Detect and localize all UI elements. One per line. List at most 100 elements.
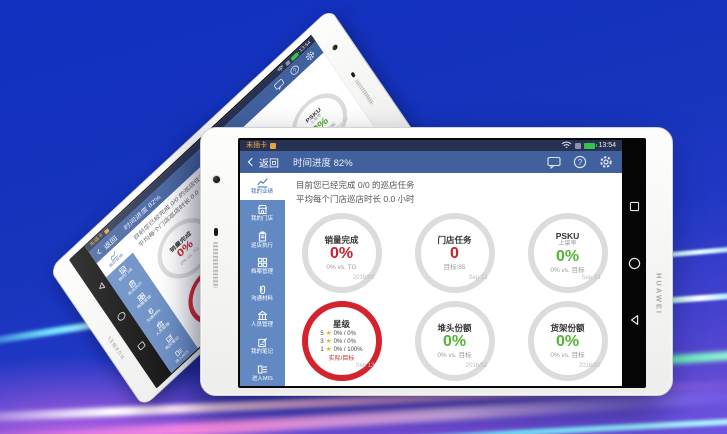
home-icon[interactable] <box>628 257 641 270</box>
front-camera <box>213 176 220 183</box>
message-icon[interactable] <box>272 77 286 92</box>
star-level: 5 <box>320 331 324 337</box>
metric-circle[interactable]: 门店任务 0 目标:85 Sep 13 <box>398 209 511 297</box>
note-icon <box>257 337 268 348</box>
settings-icon[interactable] <box>598 155 613 169</box>
metric-comparison: 0% vs. 目标 <box>437 351 472 359</box>
metric-date: 2016/02 <box>352 275 375 281</box>
metrics-grid: 销量完成 0% 0% vs. TG 2016/02 门店任务 0 目标:85 S… <box>285 209 622 385</box>
message-icon[interactable] <box>546 155 561 169</box>
store-icon <box>257 204 268 215</box>
paperclip-icon <box>257 284 268 295</box>
metric-subtitle: 上架率 <box>558 241 577 247</box>
sidebar-item-5[interactable]: 人员管理 <box>240 306 285 333</box>
metric-date: 2016/02 <box>465 363 488 369</box>
sidebar-item-1[interactable]: 我的门店 <box>106 252 142 291</box>
sidebar-item-0[interactable]: 我的业绩 <box>96 238 133 278</box>
battery-icon <box>584 142 598 149</box>
metric-value: 0% <box>555 332 580 350</box>
app-window: 未插卡 13:54 返回 时间进度 82% <box>240 140 622 386</box>
metric-date: Sep 13 <box>581 275 601 281</box>
metric-circle[interactable]: 堆头份额 0% 0% vs. 目标 2016/02 <box>398 297 511 385</box>
huawei-tablet: 未插卡 13:54 返回 时间进度 82% <box>200 127 673 396</box>
sidebar-item-3[interactable]: 档案管理 <box>240 253 285 280</box>
back-chevron-icon <box>247 157 257 167</box>
metric-ring: 销量完成 0% 0% vs. TG 2016/02 <box>301 213 382 293</box>
app-nav-bar: 返回 时间进度 82% ? <box>88 41 324 264</box>
screen: 未插卡 13:54 返回 时间进度 82% <box>238 138 646 388</box>
sidebar-item-label: 进入MIS <box>252 375 273 382</box>
metric-circle[interactable]: 销量完成 0% 0% vs. TG 2016/02 <box>285 209 398 297</box>
metric-circle-stars[interactable]: 星级 5★0% / 0%3★0% / 0%1★0% / 100% 实际/目标 S… <box>285 297 398 385</box>
star-values: 0% / 0% <box>333 331 356 337</box>
star-level: 1 <box>320 347 324 353</box>
metric-title: 销量完成 <box>324 234 359 245</box>
sim-warning-icon <box>270 142 276 149</box>
status-bar: 未插卡 13:54 <box>85 35 316 253</box>
star-icon: ★ <box>325 346 332 353</box>
metric-title: 门店任务 <box>437 234 472 245</box>
metric-ring: 星级 5★0% / 0%3★0% / 0%1★0% / 100% 实际/目标 S… <box>301 301 382 381</box>
sidebar-item-4[interactable]: 沟通材料 <box>240 280 285 307</box>
wifi-icon <box>561 140 572 151</box>
back-button[interactable]: 返回 <box>247 155 279 170</box>
help-icon[interactable]: ? <box>572 155 587 169</box>
metric-footnote: 实际/目标 <box>328 356 355 362</box>
metric-circle[interactable]: 货架份额 0% 0% vs. 目标 2016/02 <box>511 297 622 385</box>
mis-icon <box>257 364 268 375</box>
back-icon[interactable] <box>628 314 641 327</box>
summary-line-1: 目前您已经完成 0/0 的巡店任务 <box>296 180 415 190</box>
sidebar-item-label: 人员管理 <box>251 322 274 329</box>
home-icon[interactable] <box>115 309 127 323</box>
sidebar: 我的业绩 我的门店 巡店执行 档案管理 沟通材料 人员管理 我的笔记 进入MIS <box>240 173 285 386</box>
main-content: 目前您已经完成 0/0 的巡店任务 平均每个门店巡店时长 0.0 小时 销量完成… <box>285 173 622 386</box>
back-chevron-icon <box>97 248 103 254</box>
store-icon <box>118 264 128 276</box>
sidebar-item-label: 巡店执行 <box>251 242 274 249</box>
help-icon[interactable]: ? <box>288 63 302 78</box>
sidebar-item-1[interactable]: 我的门店 <box>240 200 285 227</box>
star-values: 0% / 0% <box>333 339 356 345</box>
sidebar-item-6[interactable]: 我的笔记 <box>240 333 285 360</box>
wifi-icon <box>276 63 286 75</box>
metric-date: Sep 13 <box>355 363 375 369</box>
no-sim-label: 未插卡 <box>246 142 267 149</box>
recents-icon[interactable] <box>135 339 147 353</box>
app-body: 我的业绩 我的门店 巡店执行 档案管理 沟通材料 人员管理 我的笔记 进入MIS… <box>240 173 622 386</box>
metric-title: 堆头份额 <box>437 322 472 333</box>
back-icon[interactable] <box>95 280 107 294</box>
metric-value: 0% <box>329 244 354 262</box>
metric-date: Sep 13 <box>468 275 488 281</box>
sidebar-item-label: 我的业绩 <box>251 189 274 196</box>
light-streak <box>300 418 727 434</box>
front-tablet: 未插卡 13:54 返回 时间进度 82% <box>200 127 673 396</box>
metric-comparison: 0% vs. TG <box>326 263 357 271</box>
sidebar-item-0[interactable]: 我的业绩 <box>240 173 285 200</box>
hspa-icon <box>575 142 582 149</box>
time-progress-label: 时间进度 82% <box>293 158 353 169</box>
sidebar-item-2[interactable]: 巡店执行 <box>240 226 285 253</box>
metric-ring: PSKU 上架率 0% 0% vs. 目标 Sep 13 <box>527 213 608 293</box>
metric-comparison: 0% vs. 目标 <box>550 351 585 359</box>
metric-title: 星级 <box>332 319 350 329</box>
sidebar-item-label: 沟通材料 <box>251 296 274 302</box>
settings-icon[interactable] <box>303 48 317 63</box>
sidebar-item-2[interactable]: 巡店执行 <box>115 266 151 305</box>
front-camera <box>331 43 339 52</box>
bezel-brand-side: HUAWEI <box>646 138 672 388</box>
star-values: 0% / 100% <box>333 347 363 353</box>
metric-value: 0% <box>442 332 467 350</box>
svg-text:?: ? <box>292 68 298 75</box>
sidebar-item-7[interactable]: 进入MIS <box>240 359 285 386</box>
star-row: 3★0% / 0% <box>320 338 362 346</box>
clock: 13:54 <box>598 142 616 149</box>
recents-icon[interactable] <box>628 200 641 213</box>
status-bar: 未插卡 13:54 <box>240 140 622 151</box>
metric-circle[interactable]: PSKU 上架率 0% 0% vs. 目标 Sep 13 <box>511 209 622 297</box>
app-nav-bar: 返回 时间进度 82% ? <box>240 151 622 173</box>
metric-value: 0 <box>450 244 459 262</box>
back-label: 返回 <box>259 158 279 170</box>
speaker-grille <box>354 78 374 106</box>
clipboard-icon <box>257 231 268 242</box>
